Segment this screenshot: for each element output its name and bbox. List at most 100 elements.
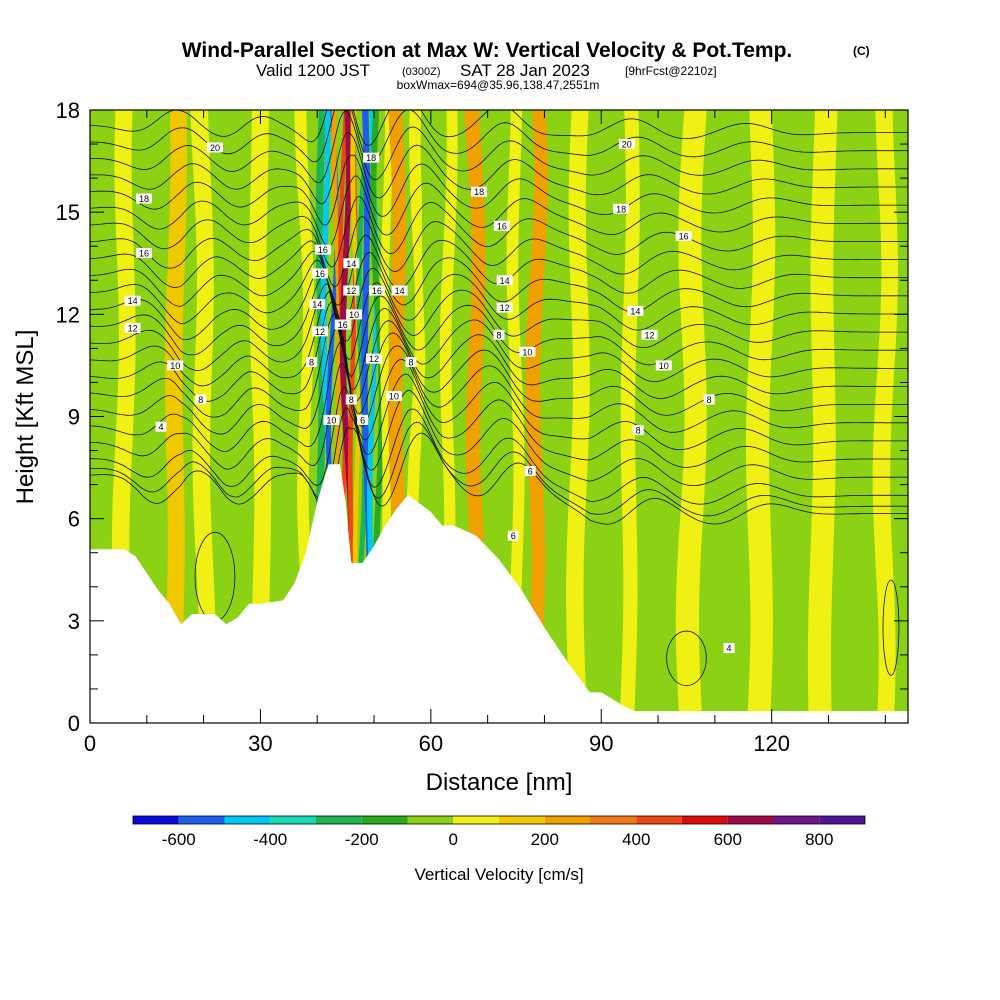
velocity-band — [715, 110, 738, 723]
contour-label-bg — [655, 360, 672, 371]
contour-label: 10 — [349, 310, 359, 320]
velocity-band — [190, 110, 217, 723]
contour-label: 6 — [528, 466, 533, 476]
chart-title: Wind-Parallel Section at Max W: Vertical… — [182, 39, 793, 62]
plot-area: 2018161412108416161412810161412108618161… — [90, 110, 908, 723]
colorbar-tick-label: 600 — [714, 830, 742, 849]
colorbar-segment — [224, 816, 271, 824]
contour-label-bg — [519, 346, 536, 357]
contour-label-bg — [155, 421, 167, 432]
velocity-band — [506, 110, 525, 723]
x-axis: 0 30 60 90 120 — [84, 110, 886, 756]
contour-label-bg — [363, 152, 380, 163]
contour-label: 12 — [128, 323, 138, 333]
contour-label: 16 — [139, 249, 149, 259]
velocity-band — [644, 110, 671, 723]
x-tick-label: 0 — [84, 731, 96, 756]
contour-label-bg — [613, 203, 630, 214]
contour-label-bg — [135, 193, 152, 204]
y-tick-label: 0 — [68, 711, 80, 736]
contour-label: 8 — [707, 395, 712, 405]
velocity-band — [872, 110, 898, 723]
x-tick-label: 90 — [589, 731, 613, 756]
y-tick-label: 6 — [68, 507, 80, 532]
contour-label-bg — [312, 326, 329, 337]
velocity-band — [675, 110, 707, 723]
theta-contour — [90, 406, 908, 517]
velocity-band — [220, 110, 243, 723]
colorbar-tick-label: 400 — [622, 830, 650, 849]
contour-label-bg — [524, 465, 536, 476]
contour-label: 10 — [522, 347, 532, 357]
theta-contour — [90, 259, 908, 342]
velocity-band — [566, 110, 590, 723]
forecast-label: [9hrFcst@2210z] — [625, 64, 717, 78]
colorbar-segment — [133, 816, 179, 824]
contour-label-bg — [471, 186, 488, 197]
velocity-band — [546, 110, 565, 723]
contour-label: 16 — [372, 286, 382, 296]
y-tick-label: 12 — [56, 302, 80, 327]
x-tick-label: 120 — [753, 731, 790, 756]
theta-contour — [90, 426, 908, 525]
theta-contour — [90, 363, 908, 486]
theta-contour — [90, 326, 908, 450]
colorbar-tick-label: 0 — [449, 830, 458, 849]
contour-label-bg — [314, 244, 331, 255]
velocity-band — [845, 110, 869, 723]
colorbar-tick-label: -200 — [345, 830, 379, 849]
theta-contour — [90, 131, 908, 205]
colorbar-segment — [682, 816, 728, 824]
contour-label-bg — [703, 394, 715, 405]
contour-label: 10 — [170, 361, 180, 371]
contour-label: 8 — [309, 358, 314, 368]
contour-label: 16 — [318, 245, 328, 255]
contour-label: 6 — [360, 415, 365, 425]
contour-label: 10 — [326, 415, 336, 425]
contour-label-bg — [368, 285, 385, 296]
contour-label: 8 — [636, 426, 641, 436]
valid-prefix: Valid 1200 JST — [256, 61, 370, 80]
contour-label: 14 — [500, 276, 510, 286]
velocity-band — [807, 110, 838, 723]
potential-temperature-contours — [90, 110, 908, 686]
theta-contour — [90, 386, 908, 505]
contour-label-bg — [124, 322, 141, 333]
valid-utc: (0300Z) — [402, 66, 441, 78]
velocity-band — [745, 110, 776, 723]
colorbar-tick-label: 800 — [805, 830, 833, 849]
contour-label: 20 — [622, 140, 632, 150]
colorbar-segment — [590, 816, 637, 824]
colorbar-segment — [316, 816, 362, 824]
contour-label-bg — [618, 139, 635, 150]
colorbar-tick-label: 200 — [531, 830, 559, 849]
contour-label-bg — [405, 357, 417, 368]
contour-label: 12 — [500, 303, 510, 313]
contour-label-bg — [167, 360, 184, 371]
contour-label: 18 — [139, 194, 149, 204]
theta-contour — [90, 301, 908, 416]
velocity-band — [619, 110, 640, 723]
contour-label-bg — [385, 391, 402, 402]
subtitle-valid-line: Valid 1200 JST (0300Z) SAT 28 Jan 2023 [… — [256, 61, 717, 80]
x-tick-label: 30 — [248, 731, 272, 756]
theta-contour-closed — [882, 579, 900, 676]
contour-label-bg — [391, 285, 408, 296]
contour-label-bg — [135, 248, 152, 259]
colorbar-segment — [499, 816, 545, 824]
theta-contour — [90, 110, 908, 147]
contour-label-bg — [496, 275, 513, 286]
contour-label: 14 — [346, 259, 356, 269]
terrain-mask — [90, 464, 908, 723]
colorbar-segment — [178, 816, 225, 824]
theta-contour — [90, 196, 908, 268]
contour-label-bg — [496, 302, 513, 313]
contour-label: 12 — [369, 354, 379, 364]
x-axis-label: Distance [nm] — [426, 769, 573, 796]
contour-label-bg — [632, 425, 644, 436]
contour-label: 14 — [630, 306, 640, 316]
contour-label-bg — [206, 142, 223, 153]
theta-contour — [90, 175, 908, 247]
contour-label: 18 — [616, 204, 626, 214]
contour-label-bg — [124, 295, 141, 306]
